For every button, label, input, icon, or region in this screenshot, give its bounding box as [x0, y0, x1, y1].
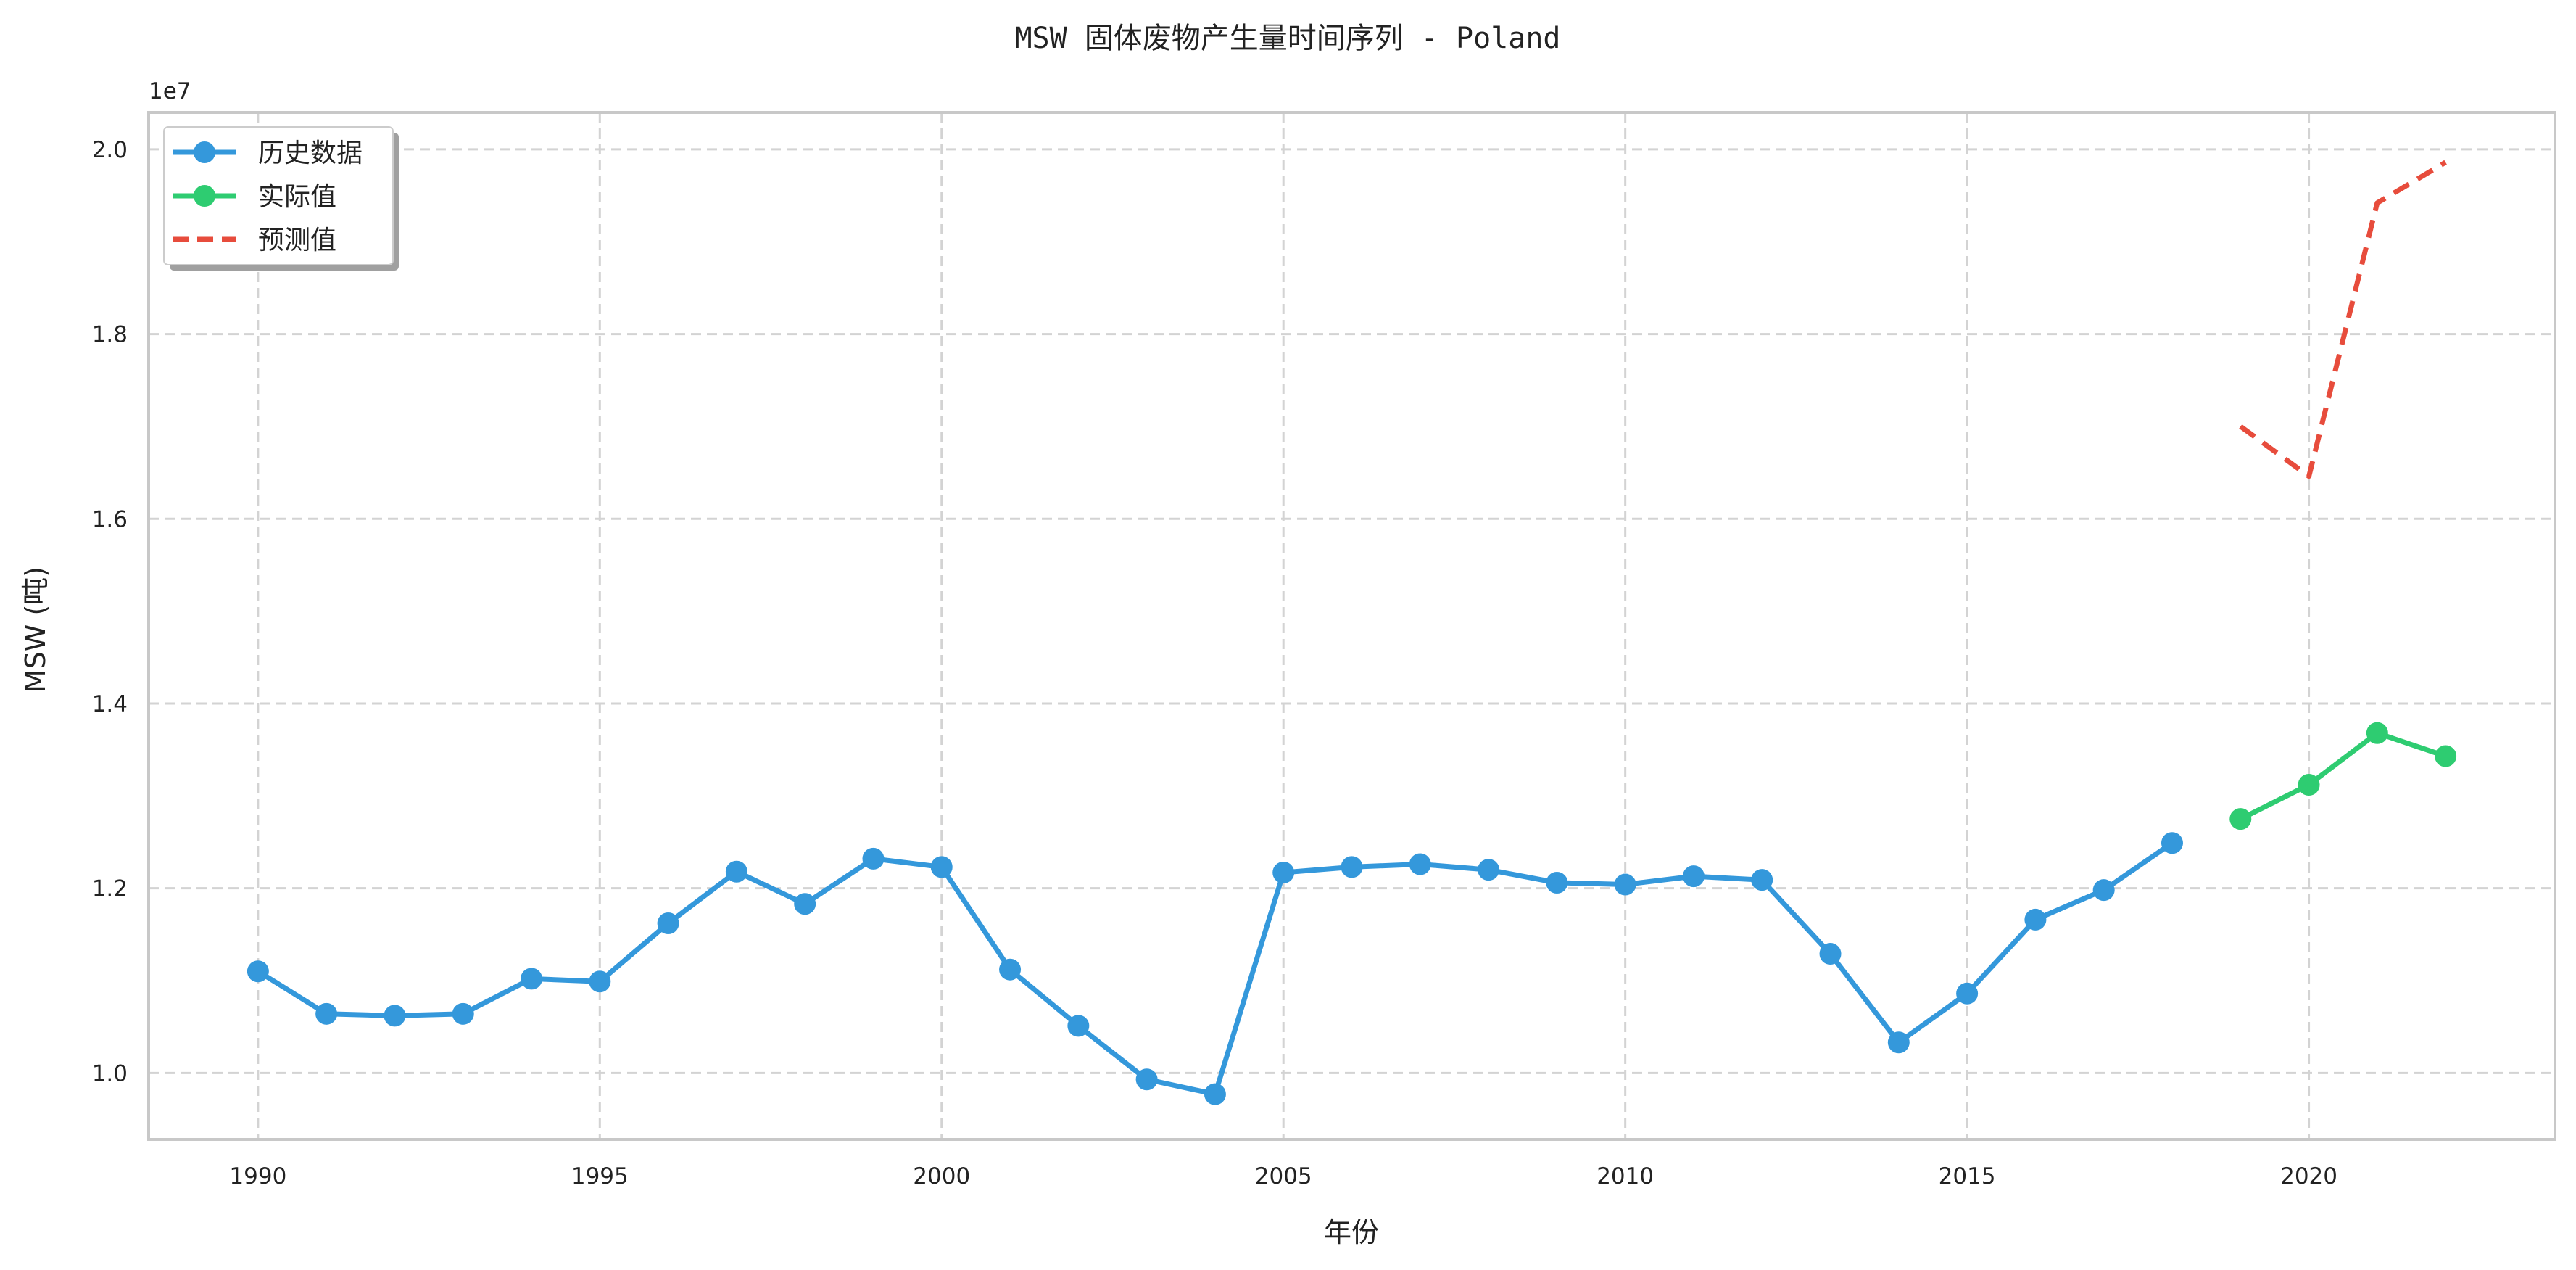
data-point	[1409, 853, 1431, 875]
data-point	[1819, 943, 1842, 965]
data-point	[794, 893, 816, 915]
x-tick-label: 1990	[229, 1163, 286, 1189]
x-axis-label: 年份	[1324, 1216, 1379, 1248]
data-point	[452, 1002, 474, 1025]
series-line-0	[255, 840, 2175, 1097]
y-tick-label: 1.2	[92, 876, 128, 902]
data-point	[247, 960, 269, 983]
data-point	[1204, 1083, 1226, 1105]
x-tick-label: 2000	[913, 1163, 970, 1189]
series-group	[247, 832, 2183, 1105]
data-point	[1478, 859, 1500, 881]
y-tick-label: 1.8	[92, 322, 128, 348]
chart-title: MSW 固体废物产生量时间序列 - Poland	[1014, 22, 1560, 55]
data-point	[1887, 1031, 1910, 1054]
data-point	[1135, 1068, 1158, 1091]
legend-label-actual: 实际值	[258, 182, 336, 212]
data-point	[1751, 869, 1773, 891]
data-point	[1272, 861, 1295, 883]
x-tick-label: 1995	[571, 1163, 629, 1189]
data-point	[862, 847, 885, 870]
legend-marker-history	[194, 141, 215, 163]
data-point	[2024, 908, 2047, 931]
plot-frame	[147, 111, 2556, 1141]
data-point	[2161, 832, 2183, 854]
legend-box	[163, 126, 394, 265]
data-point	[589, 970, 611, 993]
x-tick-label: 2020	[2280, 1163, 2337, 1189]
data-point	[315, 1002, 338, 1025]
x-axis-ticks: 1990 1995 2000 2005 2010 2015 2020	[229, 1163, 2337, 1189]
series-group	[2229, 722, 2457, 830]
y-multiplier-label: 1e7	[149, 78, 191, 104]
y-tick-label: 2.0	[92, 137, 128, 163]
data-point	[1546, 872, 1568, 894]
x-tick-label: 2005	[1255, 1163, 1312, 1189]
y-tick-label: 1.6	[92, 506, 128, 532]
data-point	[2229, 808, 2252, 830]
grid	[149, 112, 2555, 1139]
data-point	[999, 958, 1022, 981]
y-tick-label: 1.0	[92, 1060, 128, 1086]
data-point	[657, 912, 679, 935]
data-point	[1341, 856, 1363, 878]
legend-marker-actual	[194, 185, 215, 207]
data-point	[384, 1005, 406, 1027]
x-tick-label: 2015	[1939, 1163, 1996, 1189]
y-axis-ticks: 1.0 1.2 1.4 1.6 1.8 2.0	[92, 137, 128, 1086]
y-axis-label: MSW (吨)	[20, 566, 51, 693]
data-point	[2298, 774, 2320, 796]
series-group	[2239, 160, 2447, 479]
legend: 历史数据 实际值 预测值	[163, 126, 399, 271]
data-point	[725, 860, 747, 883]
data-point	[521, 968, 543, 990]
data-point	[1956, 982, 1979, 1005]
data-point	[2092, 879, 2115, 902]
series-layer	[247, 160, 2457, 1105]
x-tick-label: 2010	[1596, 1163, 1654, 1189]
legend-label-forecast: 预测值	[258, 226, 336, 255]
legend-label-history: 历史数据	[258, 139, 363, 168]
data-point	[2366, 722, 2388, 744]
y-tick-label: 1.4	[92, 691, 128, 717]
series-line-2	[2239, 160, 2447, 479]
series-line-1	[2237, 730, 2448, 822]
data-point	[930, 856, 953, 878]
data-point	[2435, 745, 2457, 767]
data-point	[1682, 865, 1705, 888]
data-point	[1614, 873, 1636, 896]
data-point	[1067, 1015, 1090, 1037]
